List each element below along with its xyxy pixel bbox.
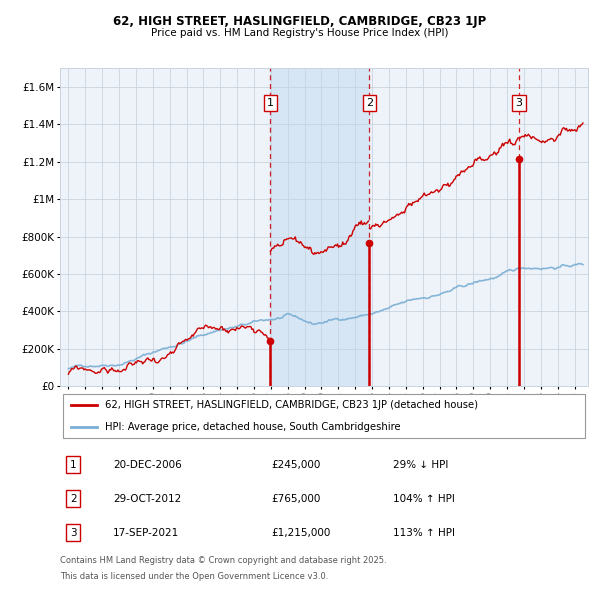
Text: £765,000: £765,000	[271, 494, 320, 503]
Text: 29-OCT-2012: 29-OCT-2012	[113, 494, 181, 503]
Text: 2: 2	[365, 98, 373, 108]
Text: 1: 1	[70, 460, 77, 470]
Text: £245,000: £245,000	[271, 460, 320, 470]
Text: Contains HM Land Registry data © Crown copyright and database right 2025.: Contains HM Land Registry data © Crown c…	[60, 556, 386, 565]
FancyBboxPatch shape	[62, 394, 586, 438]
Text: 17-SEP-2021: 17-SEP-2021	[113, 527, 179, 537]
Text: 62, HIGH STREET, HASLINGFIELD, CAMBRIDGE, CB23 1JP (detached house): 62, HIGH STREET, HASLINGFIELD, CAMBRIDGE…	[105, 400, 478, 410]
Text: This data is licensed under the Open Government Licence v3.0.: This data is licensed under the Open Gov…	[60, 572, 328, 581]
Text: 3: 3	[515, 98, 523, 108]
Text: 1: 1	[266, 98, 274, 108]
Text: 104% ↑ HPI: 104% ↑ HPI	[392, 494, 455, 503]
Text: HPI: Average price, detached house, South Cambridgeshire: HPI: Average price, detached house, Sout…	[105, 422, 401, 432]
Text: 62, HIGH STREET, HASLINGFIELD, CAMBRIDGE, CB23 1JP: 62, HIGH STREET, HASLINGFIELD, CAMBRIDGE…	[113, 15, 487, 28]
Text: Price paid vs. HM Land Registry's House Price Index (HPI): Price paid vs. HM Land Registry's House …	[151, 28, 449, 38]
Bar	[270, 68, 369, 386]
Text: 2: 2	[70, 494, 77, 503]
Text: 3: 3	[70, 527, 77, 537]
Text: 113% ↑ HPI: 113% ↑ HPI	[392, 527, 455, 537]
Text: £1,215,000: £1,215,000	[271, 527, 331, 537]
Text: 20-DEC-2006: 20-DEC-2006	[113, 460, 182, 470]
Text: 29% ↓ HPI: 29% ↓ HPI	[392, 460, 448, 470]
